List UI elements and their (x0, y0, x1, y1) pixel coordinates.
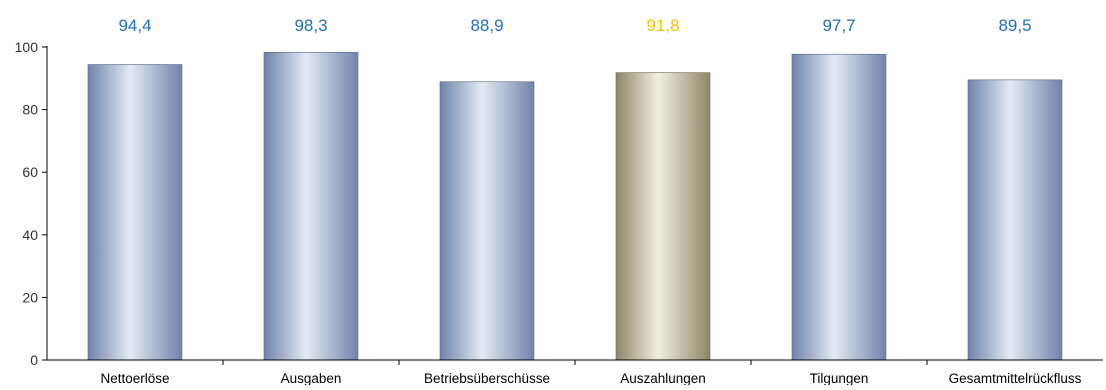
x-tick-label: Betriebsüberschüsse (424, 371, 550, 385)
bar (439, 81, 535, 361)
y-tick-label: 0 (30, 352, 38, 368)
bar (967, 79, 1063, 361)
bar-value-label: 91,8 (646, 16, 679, 35)
bar-value-label: 88,9 (470, 16, 503, 35)
bar (263, 52, 359, 361)
bar-value-label: 97,7 (822, 16, 855, 35)
y-tick-label: 60 (22, 164, 38, 180)
x-tick-label: Auszahlungen (620, 371, 706, 385)
bar-value-label: 89,5 (998, 16, 1031, 35)
bar-value-label: 94,4 (118, 16, 151, 35)
axes-layer (42, 46, 1103, 365)
x-tick-label: Gesamtmittelrückfluss (949, 371, 1082, 385)
x-tick-label: Tilgungen (810, 371, 869, 385)
x-tick-label: Ausgaben (281, 371, 342, 385)
bar (87, 64, 183, 361)
y-tick-label: 40 (22, 227, 38, 243)
y-tick-label: 80 (22, 102, 38, 118)
bar-value-label: 98,3 (294, 16, 327, 35)
y-tick-label: 100 (15, 39, 39, 55)
bar (791, 53, 887, 361)
labels-layer: 94,4 Nettoerlöse 98,3 Ausgaben 88,9 Betriebsü… (15, 16, 1082, 386)
bar (615, 72, 711, 361)
y-tick-label: 20 (22, 289, 38, 305)
bars-layer (87, 52, 1063, 361)
x-tick-label: Nettoerlöse (100, 371, 169, 385)
